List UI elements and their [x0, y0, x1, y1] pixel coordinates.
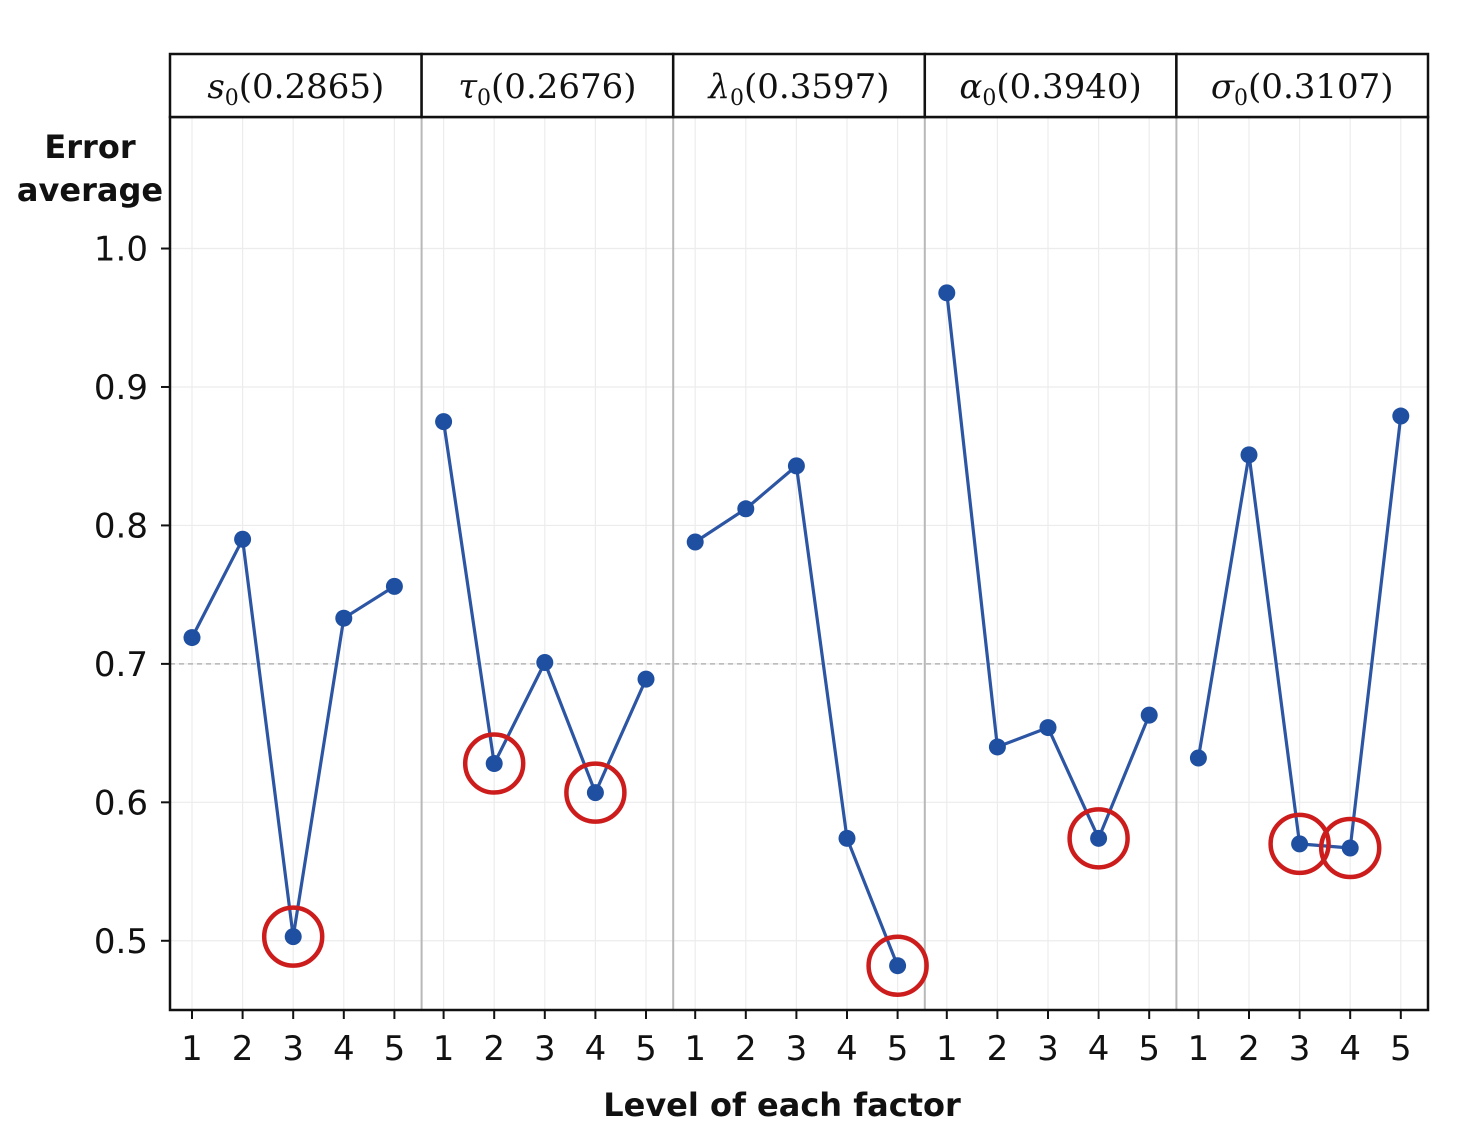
x-tick-label: 2 — [987, 1029, 1009, 1069]
strip-value: (0.3940) — [996, 67, 1142, 107]
highlight-circle — [462, 732, 526, 795]
strip-subscript: 0 — [730, 86, 744, 111]
strip-symbol: λ — [706, 67, 730, 107]
data-point — [385, 577, 403, 595]
x-tick-label: 3 — [1289, 1029, 1311, 1069]
highlight-circle — [564, 761, 627, 824]
data-point — [234, 530, 252, 548]
y-tick-label: 0.9 — [94, 368, 148, 408]
data-point — [637, 670, 655, 688]
data-point — [1240, 446, 1258, 464]
data-point — [1392, 407, 1410, 425]
highlight-circle — [1318, 816, 1382, 880]
x-tick-label: 1 — [684, 1029, 706, 1069]
highlight-circle — [866, 934, 929, 997]
strip-value: (0.2676) — [491, 67, 637, 107]
y-axis-title: average — [17, 171, 163, 209]
grid-layer — [170, 117, 1428, 1010]
x-tick-label: 1 — [1188, 1029, 1210, 1069]
x-tick-label: 4 — [333, 1029, 355, 1069]
data-point — [183, 629, 201, 647]
x-tick-label: 5 — [1390, 1029, 1412, 1069]
y-tick-label: 0.5 — [94, 922, 148, 962]
data-point — [686, 533, 704, 551]
x-tick-label: 2 — [483, 1029, 505, 1069]
strip-label: α0(0.3940) — [959, 67, 1141, 111]
x-tick-label: 1 — [936, 1029, 958, 1069]
x-tick-label: 5 — [1138, 1029, 1160, 1069]
data-point — [284, 928, 302, 946]
data-point — [586, 784, 604, 802]
strip-label: σ0(0.3107) — [1211, 67, 1394, 111]
y-tick-label: 0.7 — [94, 645, 148, 685]
data-point — [838, 829, 856, 847]
data-point — [335, 609, 353, 627]
plot-frame — [168, 115, 1430, 1012]
strip-symbol: σ — [1211, 67, 1235, 107]
data-point — [485, 755, 503, 773]
x-tick-label: 3 — [282, 1029, 304, 1069]
data-point — [435, 413, 453, 431]
data-point — [938, 284, 956, 302]
x-tick-label: 1 — [181, 1029, 203, 1069]
x-tick-label: 4 — [836, 1029, 858, 1069]
data-point — [988, 738, 1006, 756]
strip-box — [168, 52, 423, 119]
text-layer: s0(0.2865) τ0(0.2676) λ0(0.3597) α0(0.3940)… — [17, 67, 1412, 1124]
y-tick-label: 0.6 — [94, 783, 148, 823]
strip-label: τ0(0.2676) — [458, 67, 636, 111]
x-tick-label: 2 — [1238, 1029, 1260, 1069]
y-tick-label: 1.0 — [94, 230, 148, 270]
x-tick-label: 5 — [384, 1029, 406, 1069]
data-point — [889, 957, 907, 975]
series-layer — [183, 284, 1410, 997]
data-point — [1291, 835, 1309, 853]
x-tick-label: 1 — [433, 1029, 455, 1069]
axes-layer — [161, 52, 1430, 1019]
strip-symbol: s — [207, 67, 224, 107]
y-axis-title: Error — [44, 128, 135, 166]
strip-subscript: 0 — [1234, 86, 1248, 111]
strip-subscript: 0 — [225, 86, 239, 111]
highlight-circle — [1268, 812, 1331, 876]
data-point — [1140, 706, 1158, 724]
strip-subscript: 0 — [477, 86, 491, 111]
strip-symbol: α — [959, 67, 982, 107]
x-tick-label: 4 — [1088, 1029, 1110, 1069]
x-tick-label: 2 — [735, 1029, 757, 1069]
data-point — [1090, 829, 1108, 847]
strip-box — [420, 52, 675, 119]
x-tick-label: 3 — [1037, 1029, 1059, 1069]
x-tick-label: 3 — [786, 1029, 808, 1069]
strip-subscript: 0 — [982, 86, 996, 111]
strip-value: (0.3107) — [1248, 67, 1394, 107]
x-tick-label: 2 — [232, 1029, 254, 1069]
data-point — [1189, 749, 1207, 767]
data-point — [737, 500, 755, 518]
x-tick-label: 4 — [585, 1029, 607, 1069]
strip-label: λ0(0.3597) — [706, 67, 889, 111]
data-point — [536, 653, 554, 671]
strip-label: s0(0.2865) — [207, 67, 384, 111]
strip-box — [1175, 52, 1430, 119]
highlight-circle — [1067, 807, 1130, 870]
x-tick-label: 3 — [534, 1029, 556, 1069]
highlight-circle — [261, 905, 325, 968]
strip-box — [671, 52, 927, 119]
data-point — [1341, 839, 1359, 857]
x-tick-label: 5 — [635, 1029, 657, 1069]
strip-value: (0.2865) — [239, 67, 385, 107]
x-axis-title: Level of each factor — [603, 1086, 961, 1124]
strip-value: (0.3597) — [744, 67, 890, 107]
x-tick-label: 5 — [887, 1029, 909, 1069]
data-point — [1039, 719, 1057, 737]
x-tick-label: 4 — [1339, 1029, 1361, 1069]
data-point — [787, 457, 805, 475]
strip-symbol: τ — [458, 67, 478, 107]
y-tick-label: 0.8 — [94, 506, 148, 546]
